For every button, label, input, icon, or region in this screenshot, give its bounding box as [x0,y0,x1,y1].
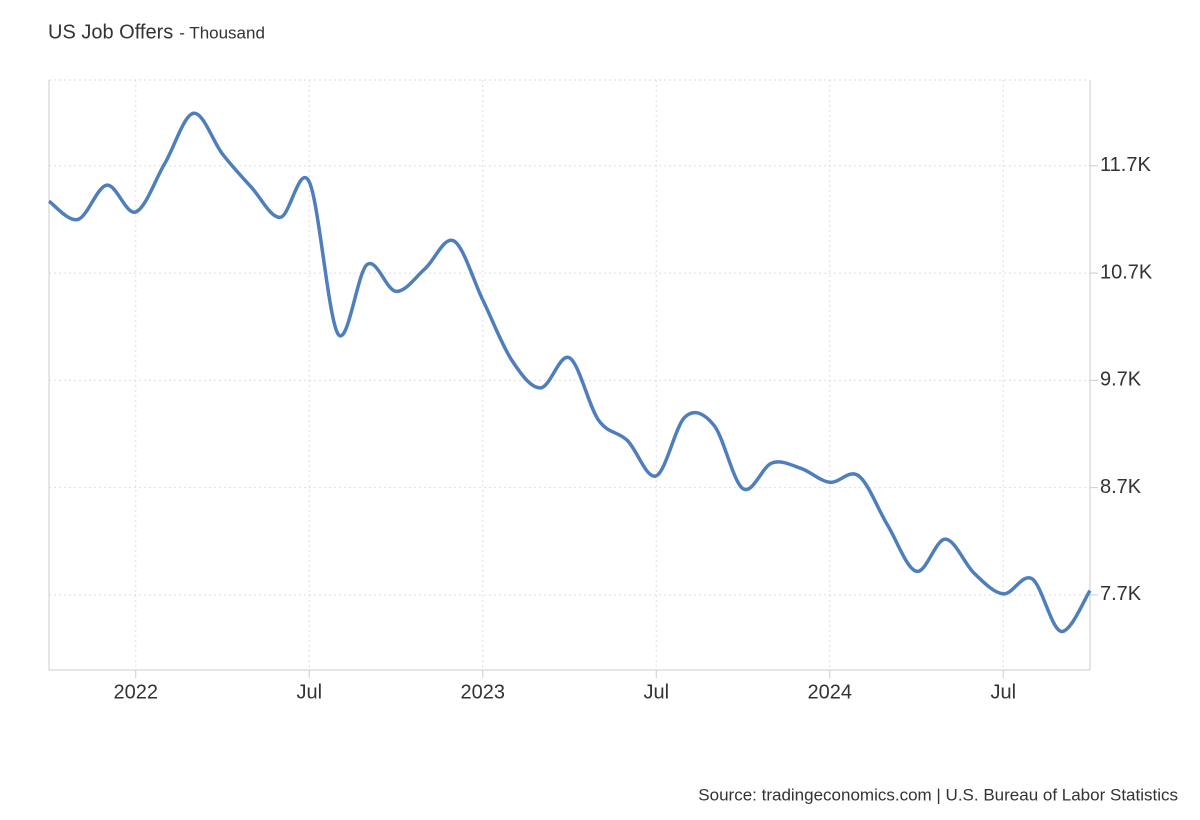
x-tick-label: 2024 [808,681,853,703]
chart-subtitle: - Thousand [179,23,265,42]
line [47,111,1092,634]
x-tick-label: 2023 [461,681,506,703]
chart-title: US Job Offers [48,21,173,43]
y-tick-label: 7.7K [1100,583,1142,605]
y-tick-label: 8.7K [1100,476,1142,498]
y-tick-label: 11.7K [1100,154,1151,176]
x-tick-label: Jul [990,681,1016,703]
y-tick-label: 9.7K [1100,369,1142,391]
x-tick-label: 2022 [114,681,159,703]
source: Source: tradingeconomics.com | U.S. Bure… [698,785,1178,804]
y-tick-label: 10.7K [1100,261,1153,283]
x-tick-label: Jul [643,681,669,703]
x-tick-label: Jul [296,681,322,703]
